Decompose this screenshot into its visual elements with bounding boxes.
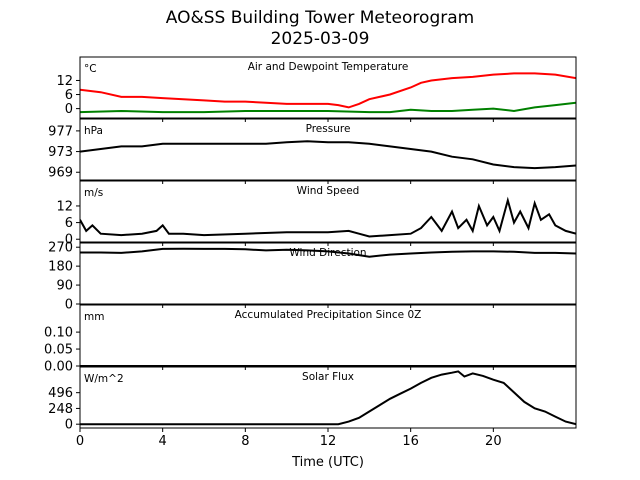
y-tick-label: 12 — [56, 74, 73, 89]
x-tick-label: 8 — [241, 434, 249, 449]
x-axis: 0 4 8 12 16 20 — [76, 434, 502, 449]
x-tick-label: 0 — [76, 434, 84, 449]
panel-unit: hPa — [84, 125, 103, 137]
y-tick-label: 0 — [65, 298, 73, 313]
y-tick-label: 0 — [65, 418, 73, 433]
series-line-wind_direction-0 — [80, 247, 576, 258]
y-tick-label: 180 — [48, 260, 73, 275]
figure-title-line2: 2025-03-09 — [271, 29, 370, 49]
panel-title: Accumulated Precipitation Since 0Z — [235, 309, 422, 321]
figure-title-line1: AO&SS Building Tower Meteorogram — [166, 8, 474, 28]
panel-unit: m/s — [84, 187, 103, 199]
panel-unit: °C — [84, 63, 97, 75]
panel-title: Solar Flux — [302, 371, 354, 383]
panel-title: Wind Speed — [297, 185, 360, 197]
y-tick-label: 270 — [48, 241, 73, 256]
series-line-pressure-0 — [80, 140, 576, 170]
panel-wind_speed: 0 6 12 m/s Wind Speed — [56, 180, 577, 248]
panel-pressure: 969 973 977 hPa Pressure — [48, 118, 577, 184]
y-tick-label: 0.05 — [44, 343, 73, 358]
y-tick-label: 0 — [65, 233, 73, 248]
y-tick-label: 248 — [48, 402, 73, 417]
y-tick-label: 496 — [48, 386, 73, 401]
y-tick-label: 977 — [48, 124, 73, 139]
y-tick-label: 12 — [56, 199, 73, 214]
y-tick-label: 969 — [48, 166, 73, 181]
y-tick-label: 90 — [56, 279, 73, 294]
y-tick-label: 0.10 — [44, 326, 73, 341]
y-tick-label: 6 — [65, 88, 73, 103]
panel-unit: mm — [84, 311, 104, 323]
panel-title: Air and Dewpoint Temperature — [248, 61, 409, 73]
series-line-temperature-0 — [80, 72, 576, 109]
x-tick-label: 12 — [320, 434, 337, 449]
x-tick-label: 4 — [159, 434, 167, 449]
series-line-wind_speed-0 — [80, 196, 576, 238]
y-tick-label: 6 — [65, 216, 73, 231]
y-tick-label: 0 — [65, 102, 73, 117]
series-line-temperature-1 — [80, 101, 576, 114]
y-tick-label: 0.00 — [44, 360, 73, 375]
x-tick-label: 20 — [485, 434, 502, 449]
x-tick-label: 16 — [402, 434, 419, 449]
series-line-solar_flux-0 — [80, 370, 576, 426]
panel-title: Wind Direction — [289, 247, 366, 259]
panel-title: Pressure — [306, 123, 351, 135]
panel-precipitation: 0.00 0.05 0.10 mm Accumulated Precipitation … — [44, 304, 577, 375]
panel-wind_direction: 0 90 180 270 Wind Direction — [48, 241, 577, 313]
panel-unit: W/m^2 — [84, 373, 124, 385]
x-axis-label: Time (UTC) — [291, 455, 364, 470]
y-tick-label: 973 — [48, 145, 73, 160]
